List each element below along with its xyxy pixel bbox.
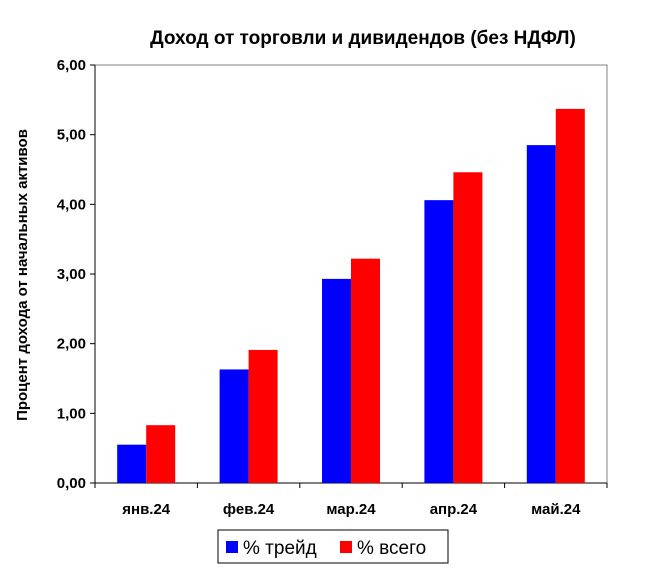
y-axis-label: Процент дохода от начальных активов bbox=[14, 129, 31, 421]
legend: % трейд % всего bbox=[217, 529, 449, 564]
y-tick-label: 2,00 bbox=[57, 336, 86, 353]
y-axis: 0,00 1,00 2,00 3,00 4,00 5,00 6,00 bbox=[57, 57, 95, 492]
bar bbox=[117, 444, 147, 483]
y-tick-label: 4,00 bbox=[57, 196, 86, 213]
x-tick-label: фев.24 bbox=[223, 501, 275, 518]
bar bbox=[248, 349, 278, 483]
legend-label: % всего bbox=[357, 538, 426, 559]
bar bbox=[424, 200, 454, 484]
bar bbox=[146, 425, 176, 483]
bars bbox=[117, 108, 585, 484]
bar bbox=[453, 172, 483, 483]
bar bbox=[219, 369, 249, 483]
chart-title: Доход от торговли и дивидендов (без НДФЛ… bbox=[150, 28, 576, 49]
x-tick-label: янв.24 bbox=[122, 501, 171, 518]
x-tick-label: апр.24 bbox=[430, 501, 478, 518]
y-tick-label: 0,00 bbox=[57, 475, 86, 492]
legend-swatch bbox=[340, 541, 352, 553]
legend-swatch bbox=[226, 541, 238, 553]
y-tick-label: 5,00 bbox=[57, 127, 86, 144]
y-tick-label: 6,00 bbox=[57, 57, 86, 74]
x-tick-label: мар.24 bbox=[326, 501, 376, 518]
legend-label: % трейд bbox=[243, 538, 317, 559]
x-axis: янв.24 фев.24 мар.24 апр.24 май.24 bbox=[94, 483, 608, 518]
x-tick-label: май.24 bbox=[531, 501, 581, 518]
bar bbox=[351, 258, 380, 483]
legend-box bbox=[217, 529, 449, 564]
bar bbox=[526, 145, 556, 483]
y-tick-label: 3,00 bbox=[57, 266, 86, 283]
bar bbox=[555, 108, 585, 483]
bar bbox=[322, 278, 351, 483]
y-tick-label: 1,00 bbox=[57, 405, 86, 422]
